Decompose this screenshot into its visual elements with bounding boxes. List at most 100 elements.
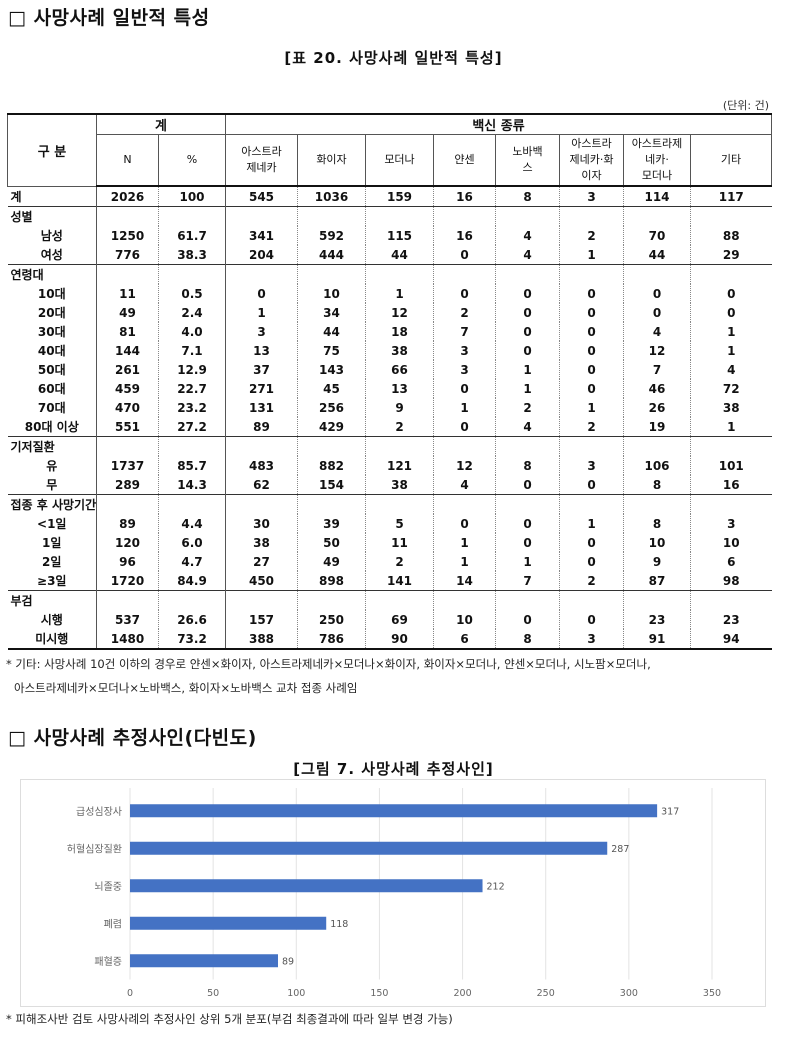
- table-cell: [495, 264, 560, 284]
- table-cell: [559, 436, 624, 456]
- row-label: 연령대: [7, 264, 97, 284]
- table-cell: 2: [365, 552, 434, 571]
- table-cell: 341: [225, 226, 298, 245]
- table-cell: [433, 264, 496, 284]
- table-cell: 4: [495, 245, 560, 265]
- table-cell: 7: [433, 322, 496, 341]
- table-cell: [225, 494, 298, 514]
- table-cell: 5: [365, 514, 434, 533]
- table-row: 연령대: [7, 264, 772, 284]
- table-cell: 66: [365, 360, 434, 379]
- table-cell: 0: [433, 245, 496, 265]
- table-cell: [623, 264, 691, 284]
- x-tick-label: 200: [454, 988, 472, 999]
- table-cell: [495, 494, 560, 514]
- table-cell: 250: [297, 610, 366, 629]
- table-cell: 0.5: [158, 284, 226, 303]
- row-label: 2일: [42, 555, 62, 569]
- table-cell: 29: [690, 245, 772, 265]
- table-cell: 72: [690, 379, 772, 398]
- table-cell: 16: [690, 475, 772, 495]
- data-label: 118: [330, 919, 348, 930]
- row-label: 20대: [37, 306, 66, 320]
- bar: [130, 954, 278, 968]
- table-cell: [559, 264, 624, 284]
- table-cell: 23: [623, 610, 691, 629]
- category-label: 패혈증: [94, 955, 122, 968]
- table-cell: 0: [495, 610, 560, 629]
- table-cell: 0: [225, 284, 298, 303]
- table-cell: [690, 494, 772, 514]
- table-cell: [365, 436, 434, 456]
- table-cell: 26: [623, 398, 691, 417]
- table-cell: 1: [559, 245, 624, 265]
- table-cell: 11: [96, 284, 159, 303]
- table-cell: 12: [365, 303, 434, 322]
- row-label: 80대 이상: [24, 420, 79, 434]
- table-cell: 7.1: [158, 341, 226, 360]
- table-cell: 45: [297, 379, 366, 398]
- table-cell: 256: [297, 398, 366, 417]
- table-cell: [495, 206, 560, 226]
- table-cell: 89: [96, 514, 159, 533]
- table-cell: 49: [297, 552, 366, 571]
- table-cell: [158, 206, 226, 226]
- table-row: 80대 이상 551 27.2 89 429 2 0 4 2 19 1: [8, 417, 772, 437]
- x-tick-label: 300: [620, 988, 638, 999]
- table-cell: 4: [495, 226, 560, 245]
- table-cell: 0: [495, 303, 560, 322]
- table-row: 부검: [7, 590, 772, 610]
- unit-label: (단위: 건): [722, 99, 769, 112]
- table-footnote-line2: 아스트라제네카×모더나×노바백스, 화이자×노바백스 교차 접종 사례임: [14, 681, 358, 695]
- table-cell: 1: [495, 552, 560, 571]
- table-cell: [433, 494, 496, 514]
- subheader-col-5: 얀센: [433, 134, 496, 187]
- table-cell: [96, 590, 159, 610]
- header-total: 계: [96, 113, 226, 135]
- row-label: ≥3일: [37, 574, 67, 588]
- table-cell: 776: [96, 245, 159, 265]
- table-cell: 120: [96, 533, 159, 552]
- table-cell: 154: [297, 475, 366, 495]
- table-cell: 2: [495, 398, 560, 417]
- table-row: 60대 459 22.7 271 45 13 0 1 0 46 72: [8, 379, 772, 398]
- category-label: 폐렴: [104, 917, 122, 930]
- row-label: 40대: [37, 344, 66, 358]
- table-cell: 16: [433, 185, 496, 207]
- table-cell: 7: [495, 571, 560, 591]
- table-cell: 75: [297, 341, 366, 360]
- subheader-col-4: 모더나: [365, 134, 434, 187]
- table-cell: 0: [495, 475, 560, 495]
- table-cell: 85.7: [158, 456, 226, 475]
- table-cell: 70: [623, 226, 691, 245]
- table-cell: [365, 264, 434, 284]
- table-cell: [559, 494, 624, 514]
- table-cell: 144: [96, 341, 159, 360]
- table-cell: [96, 264, 159, 284]
- table-row: 시행 537 26.6 157 250 69 10 0 0 23 23: [8, 610, 772, 629]
- table-cell: [690, 206, 772, 226]
- table-cell: 114: [623, 185, 691, 207]
- table-cell: 4: [690, 360, 772, 379]
- subheader-col-2: 아스트라 제네카: [225, 134, 298, 187]
- table-row: 미시행 1480 73.2 388 786 90 6 8 3 91 94: [7, 629, 772, 650]
- table-cell: [297, 590, 366, 610]
- table-cell: 84.9: [158, 571, 226, 591]
- table-row: 무 289 14.3 62 154 38 4 0 0 8 16: [8, 475, 772, 495]
- table-cell: 50: [297, 533, 366, 552]
- subheader-col-6: 노바백 스: [495, 134, 560, 187]
- table-cell: [623, 494, 691, 514]
- table-cell: [297, 206, 366, 226]
- table-cell: 34: [297, 303, 366, 322]
- table-cell: 882: [297, 456, 366, 475]
- header-vaccine: 백신 종류: [225, 113, 772, 135]
- table-cell: 61.7: [158, 226, 226, 245]
- table-cell: 18: [365, 322, 434, 341]
- table-cell: 0: [559, 475, 624, 495]
- table-cell: 444: [297, 245, 366, 265]
- table-cell: 90: [365, 629, 434, 650]
- chart-footnote: * 피해조사반 검토 사망사례의 추정사인 상위 5개 분포(부검 최종결과에 …: [6, 1012, 453, 1026]
- table-caption: [표 20. 사망사례 일반적 특성]: [284, 49, 503, 67]
- table-cell: 0: [495, 533, 560, 552]
- table-cell: [158, 264, 226, 284]
